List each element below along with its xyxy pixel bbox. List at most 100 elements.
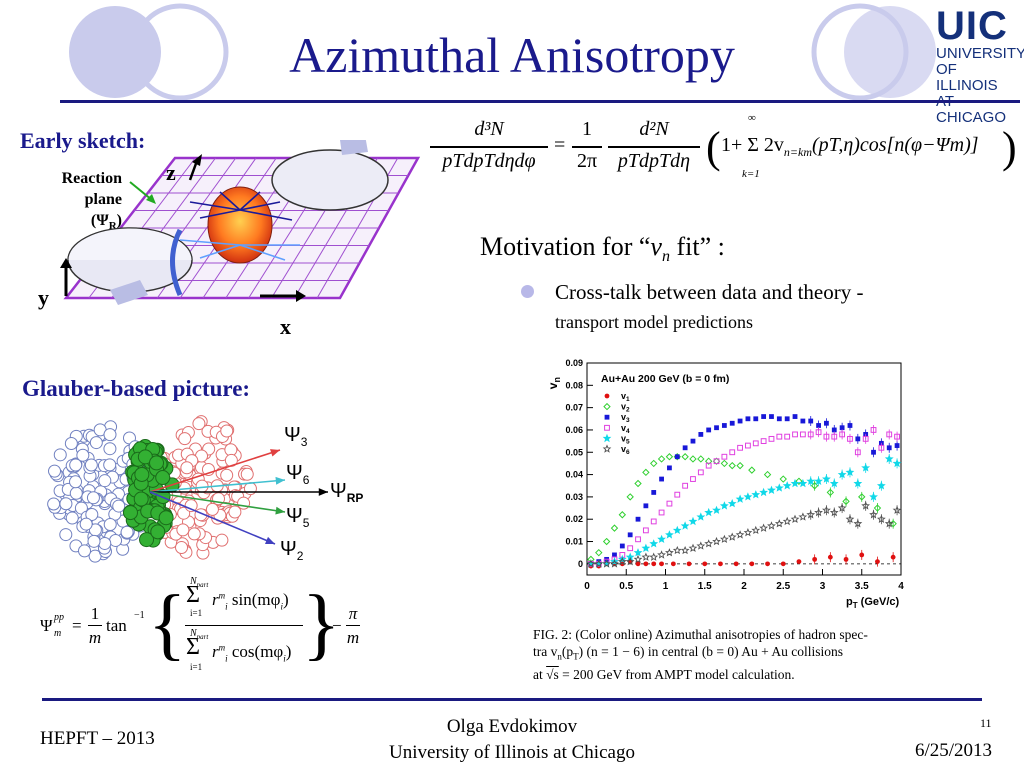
footer-author: Olga Evdokimov xyxy=(446,716,578,737)
footer-rule xyxy=(42,698,982,701)
data-point-v3 xyxy=(643,503,649,509)
uic-logo-line1: UNIVERSITY xyxy=(936,45,1024,62)
glauber-picture xyxy=(47,415,328,563)
ep-den-sum-top: Npart xyxy=(190,628,208,641)
ep-den-sub: i xyxy=(225,653,228,664)
legend-marker-v2 xyxy=(603,402,611,411)
motivation-heading: Motivation for “vn fit” : xyxy=(480,232,725,266)
data-point-v4 xyxy=(642,527,649,534)
psi3-psi: Ψ xyxy=(284,424,301,446)
nucleon-left xyxy=(87,534,101,548)
reaction-plane-psi: (Ψ xyxy=(90,212,109,229)
y-tick-label: 0 xyxy=(578,559,583,569)
y-tick-label: 0.07 xyxy=(565,403,583,413)
motivation-post: fit” : xyxy=(669,232,725,261)
legend-label-sub: 6 xyxy=(626,449,630,456)
data-point-v6 xyxy=(594,559,604,568)
y-tick-label: 0.05 xyxy=(565,447,583,457)
ep-den-sigma: Σ xyxy=(186,634,200,660)
ep-den-func-sub: i xyxy=(283,653,286,664)
data-point-v3 xyxy=(737,418,743,424)
data-point-v4 xyxy=(823,433,830,440)
y-tick-label: 0.03 xyxy=(565,492,583,502)
data-point-v6 xyxy=(774,519,784,528)
participant-nucleon xyxy=(155,470,171,486)
data-point-v6 xyxy=(586,559,596,568)
data-point-v5 xyxy=(869,492,878,501)
data-point-v5 xyxy=(861,463,871,472)
nucleon-right xyxy=(215,533,229,547)
nucleon-left xyxy=(86,491,100,505)
data-point-v6 xyxy=(688,543,698,553)
ep-num-r: r xyxy=(212,590,219,609)
data-point-v3 xyxy=(674,454,680,460)
data-point-v4 xyxy=(729,449,736,456)
flow-arrows-plane xyxy=(179,239,300,261)
data-point-v5 xyxy=(665,530,674,539)
data-point-v2 xyxy=(595,548,603,557)
data-point-v1 xyxy=(843,556,849,562)
eq-body-sub: n=km xyxy=(783,145,813,159)
decorative-rings-left xyxy=(69,3,229,101)
nucleon-left xyxy=(53,448,67,462)
data-point-v4 xyxy=(635,536,641,543)
eq-rhs-num: d²N xyxy=(639,118,669,140)
data-point-v5 xyxy=(790,478,800,488)
nucleon-left xyxy=(76,448,90,462)
data-point-v1 xyxy=(686,561,692,567)
x-axis-head xyxy=(296,290,306,302)
bullet-line-1: Cross-talk between data and theory - xyxy=(555,280,864,304)
ep-brace-close: } xyxy=(302,580,341,668)
legend-label-v4: v4 xyxy=(621,423,630,435)
data-point-v2 xyxy=(650,459,658,468)
data-point-v1 xyxy=(733,561,739,567)
data-point-v3 xyxy=(651,490,657,495)
ep-num-part: part xyxy=(196,581,209,589)
psi6-psi: Ψ xyxy=(286,462,303,484)
data-point-v2 xyxy=(602,537,611,546)
ep-num-func: sin(mφ xyxy=(231,590,281,609)
data-point-v1 xyxy=(643,561,649,567)
reaction-plane-sub: R xyxy=(108,220,117,233)
caption-l3a: at xyxy=(533,666,547,682)
psi5-label: Ψ5 xyxy=(286,505,309,530)
data-point-v5 xyxy=(759,487,769,497)
data-point-v6 xyxy=(892,505,902,514)
eq-lhs-num: d³N xyxy=(474,118,504,140)
data-point-v5 xyxy=(782,481,792,490)
ep-den-n: N xyxy=(190,628,197,639)
data-point-v6 xyxy=(845,514,855,524)
data-point-v5 xyxy=(727,499,737,508)
data-point-v6 xyxy=(712,536,721,546)
data-point-v6 xyxy=(735,530,745,539)
nucleon-left xyxy=(78,544,92,558)
psi2-label: Ψ2 xyxy=(280,538,303,563)
motivation-sub: n xyxy=(661,248,670,266)
plot-frame xyxy=(586,362,902,576)
data-point-v3 xyxy=(816,423,821,428)
participant-nucleon xyxy=(133,491,149,507)
ep-num-close: ) xyxy=(282,590,289,609)
data-point-v2 xyxy=(657,455,666,463)
data-point-v3 xyxy=(753,416,759,422)
caption-l2c: ) (n = 1 − 6) in central (b = 0) Au + Au… xyxy=(578,644,844,659)
data-point-v6 xyxy=(790,514,800,524)
data-point-v2 xyxy=(704,457,713,465)
data-point-v4 xyxy=(862,435,869,442)
data-point-v2 xyxy=(610,524,619,532)
psi3-arrow-head xyxy=(270,449,280,457)
data-point-v4 xyxy=(697,469,704,476)
nucleus-right xyxy=(271,149,389,211)
uic-logo: UIC UNIVERSITY OF ILLINOIS AT CHICAGO xyxy=(936,6,1024,126)
caption-line2: tra vn(pT) (n = 1 − 6) in central (b = 0… xyxy=(533,643,973,666)
data-point-v6 xyxy=(798,512,808,521)
data-point-v3 xyxy=(714,425,719,431)
legend-label-v3: v3 xyxy=(621,412,630,424)
data-point-v1 xyxy=(670,561,676,567)
data-point-v4 xyxy=(658,509,665,516)
psi2-psi: Ψ xyxy=(280,538,297,560)
data-point-v4 xyxy=(799,431,806,438)
participant-nucleon xyxy=(149,455,165,471)
caption-l2-sub2: T xyxy=(573,651,579,662)
legend-label-v6: v6 xyxy=(621,444,630,456)
